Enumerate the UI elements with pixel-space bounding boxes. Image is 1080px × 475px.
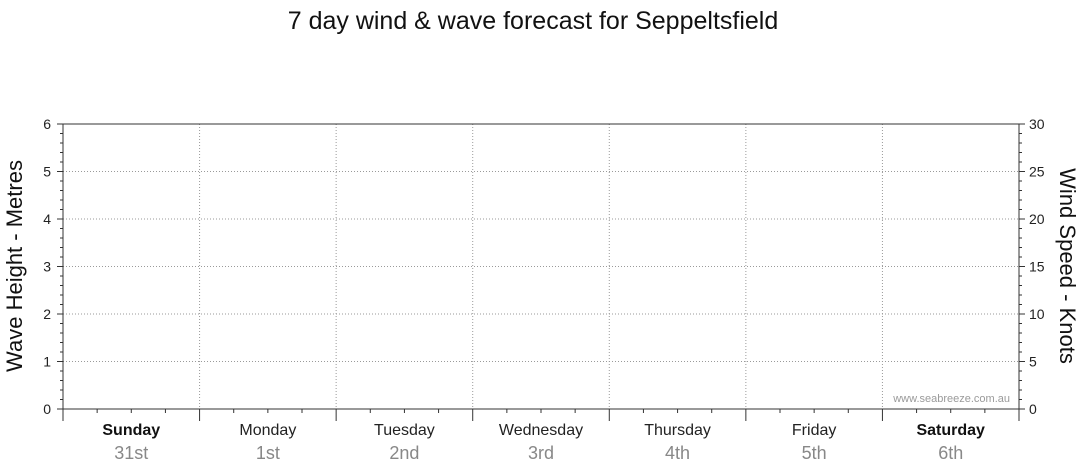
axis-ticks	[57, 123, 1025, 421]
tick-label-left: 1	[43, 354, 51, 370]
tick-label-left: 6	[43, 116, 51, 132]
day-date-label: 31st	[114, 443, 148, 463]
tick-label-right: 5	[1029, 354, 1037, 370]
day-name-label: Tuesday	[374, 422, 435, 439]
day-date-label: 2nd	[389, 443, 419, 463]
tick-label-right: 30	[1029, 116, 1045, 132]
day-date-label: 3rd	[528, 443, 554, 463]
day-name-label: Friday	[792, 422, 836, 439]
day-date-label: 4th	[665, 443, 690, 463]
tick-label-left: 2	[43, 306, 51, 322]
day-name-label: Thursday	[644, 422, 711, 439]
grid-lines	[63, 124, 1019, 409]
day-name-label: Wednesday	[499, 422, 583, 439]
day-date-label: 1st	[256, 443, 280, 463]
tick-label-right: 15	[1029, 259, 1045, 275]
day-date-label: 6th	[938, 443, 963, 463]
tick-label-right: 10	[1029, 306, 1045, 322]
tick-label-right: 0	[1029, 401, 1037, 417]
tick-label-left: 0	[43, 401, 51, 417]
axis-labels: 0 1 2 3 4 5 6 0 5 10 15 20 25 30 Sunday 31st Monday 1st Tu…	[43, 116, 1045, 463]
day-name-label: Monday	[239, 422, 296, 439]
chart-title: 7 day wind & wave forecast for Seppeltsf…	[288, 7, 779, 35]
tick-label-left: 5	[43, 164, 51, 180]
day-name-label: Sunday	[102, 422, 160, 439]
tick-label-left: 4	[43, 211, 51, 227]
tick-label-right: 25	[1029, 164, 1045, 180]
y-axis-right-label: Wind Speed - Knots	[1055, 168, 1080, 364]
y-axis-left-label: Wave Height - Metres	[2, 160, 27, 372]
day-date-label: 5th	[802, 443, 827, 463]
tick-label-right: 20	[1029, 211, 1045, 227]
tick-label-left: 3	[43, 259, 51, 275]
watermark: www.seabreeze.com.au	[892, 393, 1010, 405]
day-name-label: Saturday	[916, 422, 985, 439]
